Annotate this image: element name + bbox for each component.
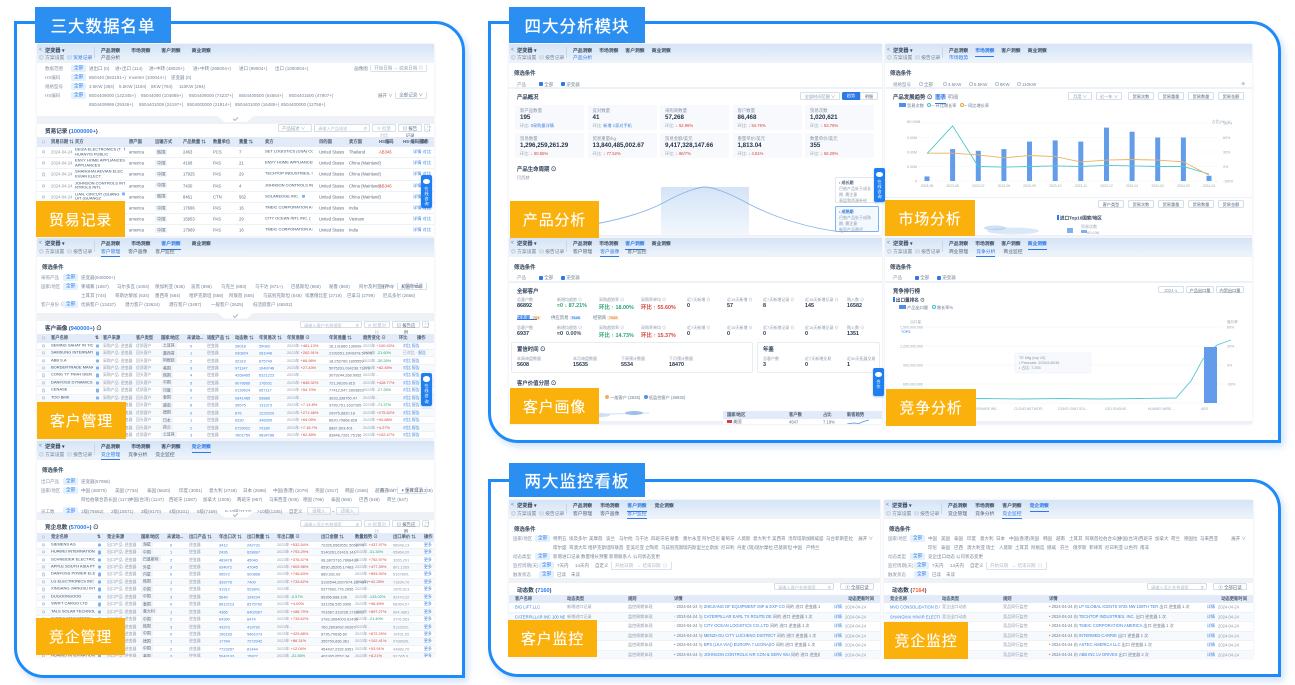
svg-text:CLOUD NETWOR..: CLOUD NETWOR.. bbox=[1014, 407, 1044, 411]
svg-text:1,200,000,000: 1,200,000,000 bbox=[900, 344, 923, 348]
svg-text:600,000,000: 600,000,000 bbox=[903, 382, 923, 386]
svg-text:占比(%) ∨: 占比(%) ∨ bbox=[1212, 119, 1231, 124]
svg-text:2023-06: 2023-06 bbox=[946, 184, 959, 188]
svg-text:AES.: AES. bbox=[1201, 407, 1209, 411]
svg-text:• Prescale: 2034/140/36: • Prescale: 2034/140/36 bbox=[1019, 361, 1059, 365]
svg-text:2023-12: 2023-12 bbox=[1100, 184, 1113, 188]
svg-text:GD1 ENGINE...: GD1 ENGINE... bbox=[1105, 407, 1129, 411]
svg-text:900,000,000: 900,000,000 bbox=[903, 363, 923, 367]
svg-text:30%: 30% bbox=[1227, 344, 1235, 348]
svg-text:出口量: 出口量 bbox=[910, 319, 921, 324]
svg-text:60.00M: 60.00M bbox=[907, 136, 917, 140]
svg-text:20.00M: 20.00M bbox=[907, 165, 917, 169]
svg-text:HUAWEI WIRE...: HUAWEI WIRE... bbox=[1148, 407, 1174, 411]
svg-text:60%: 60% bbox=[1227, 325, 1235, 329]
svg-text:增长率: 增长率 bbox=[1227, 319, 1238, 324]
svg-text:30%: 30% bbox=[1223, 151, 1231, 155]
svg-text:TE Mfg (top 10): TE Mfg (top 10) bbox=[1019, 356, 1046, 360]
svg-text:1,500,000,000: 1,500,000,000 bbox=[900, 325, 923, 329]
svg-text:2023-08: 2023-08 bbox=[998, 184, 1011, 188]
svg-text:2024-04: 2024-04 bbox=[1203, 184, 1216, 188]
svg-text:100%: 100% bbox=[1223, 122, 1233, 126]
svg-text:2024-01: 2024-01 bbox=[1126, 184, 1139, 188]
svg-text:2023-07: 2023-07 bbox=[972, 184, 985, 188]
svg-text:40.00M: 40.00M bbox=[907, 151, 917, 155]
svg-text:2024-02: 2024-02 bbox=[1151, 184, 1164, 188]
svg-text:2023-10: 2023-10 bbox=[1049, 184, 1062, 188]
svg-text:0%: 0% bbox=[1223, 165, 1229, 169]
svg-text:DONG GING SOL..: DONG GING SOL.. bbox=[1058, 407, 1087, 411]
svg-text:LUXSHARE WE..: LUXSHARE WE.. bbox=[972, 407, 999, 411]
svg-text:2023-05: 2023-05 bbox=[921, 184, 934, 188]
svg-text:TOP5: TOP5 bbox=[901, 330, 910, 334]
svg-text:80.00M: 80.00M bbox=[907, 119, 920, 124]
svg-text:60%: 60% bbox=[1223, 136, 1231, 140]
svg-text:2023-11: 2023-11 bbox=[1075, 184, 1087, 188]
svg-text:2023-09: 2023-09 bbox=[1023, 184, 1036, 188]
svg-text:-100%: -100% bbox=[1223, 180, 1233, 184]
svg-text:2024-03: 2024-03 bbox=[1177, 184, 1190, 188]
svg-text:0: 0 bbox=[915, 180, 917, 184]
svg-text:0%: 0% bbox=[1227, 363, 1233, 367]
svg-text:• 占比: 7,293: • 占比: 7,293 bbox=[1019, 365, 1041, 370]
svg-text:-30%: -30% bbox=[1227, 382, 1236, 386]
